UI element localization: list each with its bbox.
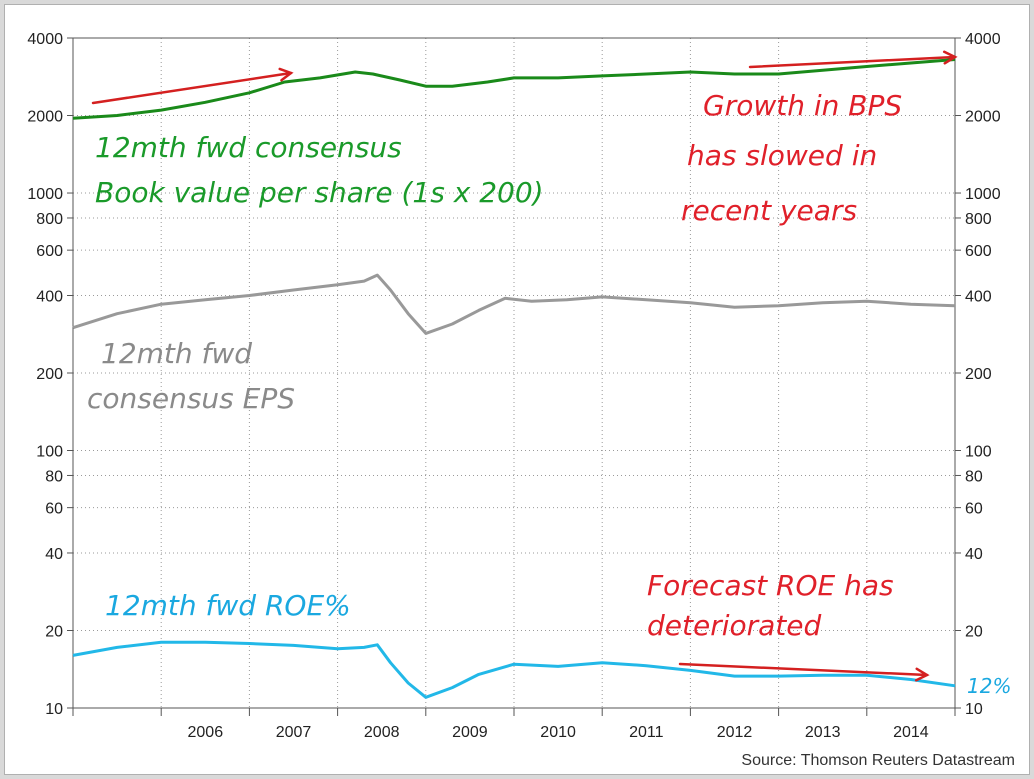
x-tick-label: 2014 <box>893 724 929 741</box>
line-chart: 4000 4000 2000 2000 1000 1000 800 800 600 600 400 4… <box>27 31 1011 741</box>
chart-frame: 4000 4000 2000 2000 1000 1000 800 800 600 600 400 4… <box>4 4 1030 775</box>
y-tick-label-left: 60 <box>45 501 63 518</box>
x-tick-label: 2006 <box>188 724 224 741</box>
y-tick-label-right: 400 <box>965 288 992 305</box>
note-forecast-line1: Forecast ROE has <box>647 569 894 602</box>
note-growth-line2: has slowed in <box>687 139 877 172</box>
y-tick-label-right: 200 <box>965 366 992 383</box>
arrow-head <box>278 67 294 82</box>
note-roe-label: 12mth fwd ROE% <box>105 589 351 622</box>
y-tick-label-right: 40 <box>965 546 983 563</box>
y-tick-label-left: 200 <box>36 366 63 383</box>
trend-arrows <box>91 50 958 682</box>
x-tick-label: 2007 <box>276 724 312 741</box>
x-tick-label: 2012 <box>717 724 753 741</box>
arrow-shaft <box>748 55 957 69</box>
y-tick-label-left: 400 <box>36 288 63 305</box>
arrow-shaft <box>91 71 293 105</box>
y-tick-label-right: 600 <box>965 243 992 260</box>
arrow-head <box>942 50 958 65</box>
note-growth-line1: Growth in BPS <box>703 89 902 122</box>
y-tick-label-right: 10 <box>965 701 983 718</box>
y-tick-label-right: 1000 <box>965 186 1001 203</box>
roe-line <box>72 640 956 699</box>
y-tick-label-right: 4000 <box>965 31 1001 48</box>
y-tick-label-right: 800 <box>965 211 992 228</box>
y-tick-label-left: 1000 <box>27 186 63 203</box>
arrow-shaft <box>678 662 929 677</box>
x-tick-label: 2008 <box>364 724 400 741</box>
y-tick-label-left: 800 <box>36 211 63 228</box>
note-forecast-line2: deteriorated <box>647 609 822 642</box>
y-tick-label-left: 10 <box>45 701 63 718</box>
book-value-line <box>72 58 956 120</box>
arrow-bps-early <box>91 67 294 105</box>
x-tick-label: 2009 <box>452 724 488 741</box>
note-bvps-line1: 12mth fwd consensus <box>95 131 402 164</box>
y-tick-label-right: 2000 <box>965 109 1001 126</box>
note-12pct: 12% <box>967 674 1011 698</box>
y-tick-label-left: 2000 <box>27 109 63 126</box>
axes: 4000 4000 2000 2000 1000 1000 800 800 600 600 400 4… <box>27 31 1000 741</box>
y-tick-label-right: 80 <box>965 468 983 485</box>
eps-line <box>72 273 956 335</box>
series-lines <box>72 58 956 699</box>
y-tick-label-left: 600 <box>36 243 63 260</box>
note-growth-line3: recent years <box>681 194 857 227</box>
y-tick-label-left: 80 <box>45 468 63 485</box>
arrow-bps-recent <box>748 50 958 69</box>
note-eps-line2: consensus EPS <box>87 382 295 415</box>
note-eps-line1: 12mth fwd <box>101 337 252 370</box>
x-tick-label: 2011 <box>629 724 664 741</box>
arrow-head <box>914 667 930 682</box>
y-tick-label-right: 100 <box>965 444 992 461</box>
source-note: Source: Thomson Reuters Datastream <box>741 752 1015 769</box>
y-tick-label-left: 20 <box>45 623 63 640</box>
note-bvps-line2: Book value per share (1s x 200) <box>95 176 544 209</box>
y-tick-label-right: 20 <box>965 623 983 640</box>
y-tick-label-left: 100 <box>36 444 63 461</box>
x-tick-label: 2010 <box>540 724 576 741</box>
arrow-roe <box>678 662 930 682</box>
x-tick-label: 2013 <box>805 724 841 741</box>
y-tick-label-left: 40 <box>45 546 63 563</box>
y-tick-label-right: 60 <box>965 501 983 518</box>
y-tick-label-left: 4000 <box>27 31 63 48</box>
annotations: 12mth fwd consensus Book value per share … <box>87 89 1011 698</box>
